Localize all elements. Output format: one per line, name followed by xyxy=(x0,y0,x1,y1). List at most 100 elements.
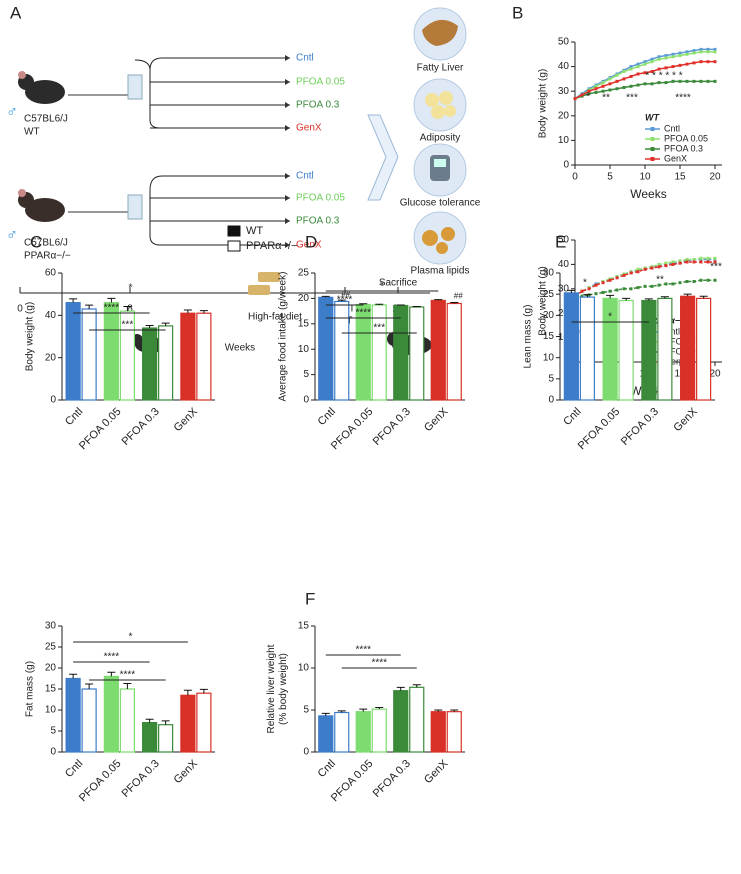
y-tick-label: 5 xyxy=(548,373,554,384)
point xyxy=(713,50,717,54)
error-bar xyxy=(699,295,708,299)
y-tick-label: 50 xyxy=(558,235,570,246)
point xyxy=(657,81,661,85)
error-bar xyxy=(85,304,94,309)
legend-label: Cntl xyxy=(664,123,680,133)
y-tick-label: 30 xyxy=(558,283,570,294)
error-bar xyxy=(145,718,154,723)
treatment: PFOA 0.05 xyxy=(296,193,345,204)
bar xyxy=(180,312,196,401)
treatment: PFOA 0.05 xyxy=(296,77,345,88)
y-tick-label: 15 xyxy=(298,621,310,632)
y-tick-label: 10 xyxy=(558,332,570,343)
y-tick-label: 15 xyxy=(543,331,555,342)
point xyxy=(678,51,682,55)
significance: * * * * * * xyxy=(645,71,682,82)
y-tick-label: 40 xyxy=(558,61,570,72)
significance: **** xyxy=(337,295,353,306)
bar xyxy=(196,312,212,401)
x-tick-label: Cntl xyxy=(63,758,85,780)
point xyxy=(671,52,675,56)
bar xyxy=(65,302,81,401)
point xyxy=(664,66,668,70)
legend-swatch xyxy=(227,240,241,252)
y-tick-label: 15 xyxy=(45,684,57,695)
y-tick-label: 50 xyxy=(558,37,570,48)
point xyxy=(636,83,640,87)
y-tick-label: 40 xyxy=(558,259,570,270)
legend-swatch xyxy=(227,225,241,237)
genotype: PPARα−/− xyxy=(24,251,71,262)
x-tick-label: 5 xyxy=(607,172,613,183)
significance: **** xyxy=(675,93,691,104)
panel-label: D xyxy=(305,232,317,251)
error-bar xyxy=(321,295,330,298)
point xyxy=(678,281,682,285)
bar xyxy=(579,296,595,401)
x-tick-label: 20 xyxy=(709,172,721,183)
x-tick-label: PFOA 0.05 xyxy=(576,406,623,453)
x-tick-label: GenX xyxy=(422,405,451,434)
y-tick-label: 25 xyxy=(543,289,555,300)
x-tick-label: GenX xyxy=(172,757,201,786)
treatment: Cntl xyxy=(296,171,314,182)
point xyxy=(699,260,703,264)
legend-label: GenX xyxy=(664,356,687,366)
y-tick-label: 5 xyxy=(303,705,309,716)
significance: **** xyxy=(104,652,120,663)
error-bar xyxy=(337,710,346,713)
legend-label: PPARα−/− xyxy=(246,240,297,252)
significance: **** xyxy=(371,658,387,669)
point xyxy=(692,49,696,53)
branches xyxy=(149,175,290,246)
point xyxy=(678,79,682,83)
point xyxy=(629,74,633,78)
error-bar xyxy=(183,309,192,314)
sex-symbol: ♂ xyxy=(6,227,18,244)
x-tick-label: Cntl xyxy=(316,758,338,780)
y-tick-label: 20 xyxy=(543,310,555,321)
point xyxy=(643,62,647,66)
point xyxy=(685,62,689,66)
error-bar xyxy=(450,301,459,304)
y-tick-label: 25 xyxy=(298,268,310,279)
y-tick-label: 30 xyxy=(45,621,57,632)
y-axis-label: Body weight (g) xyxy=(25,302,36,371)
error-bar xyxy=(161,322,170,326)
bar xyxy=(430,711,446,753)
point xyxy=(615,288,619,292)
y-axis-label: Average food intake (g/week) xyxy=(278,272,289,402)
bar xyxy=(355,303,371,401)
point xyxy=(664,54,668,58)
bar xyxy=(680,295,696,401)
mouse-icon xyxy=(18,71,26,79)
legend-swatch xyxy=(650,157,655,161)
significance: * xyxy=(129,283,133,294)
legend-label: GenX xyxy=(664,153,687,163)
diet-icon xyxy=(248,285,270,295)
bar xyxy=(103,675,119,753)
point xyxy=(650,60,654,64)
bar xyxy=(355,711,371,753)
error-bar xyxy=(107,297,116,303)
bar xyxy=(81,688,97,753)
point xyxy=(601,290,605,294)
point xyxy=(699,79,703,83)
significance: * xyxy=(608,312,612,323)
point xyxy=(594,283,598,287)
time-tick: 0 xyxy=(17,304,23,315)
point xyxy=(678,261,682,265)
x-tick-label: GenX xyxy=(671,405,700,434)
bar xyxy=(409,306,425,401)
point xyxy=(685,258,689,262)
bar xyxy=(180,694,196,753)
bottle xyxy=(127,194,143,220)
significance: * xyxy=(583,278,587,289)
y-tick-label: 25 xyxy=(45,642,57,653)
diet-label: High-fat diet xyxy=(248,312,302,323)
legend-swatch xyxy=(650,137,655,141)
y-axis-label: Body weight (g) xyxy=(538,266,549,335)
significance: *** xyxy=(626,93,638,104)
point xyxy=(608,278,612,282)
